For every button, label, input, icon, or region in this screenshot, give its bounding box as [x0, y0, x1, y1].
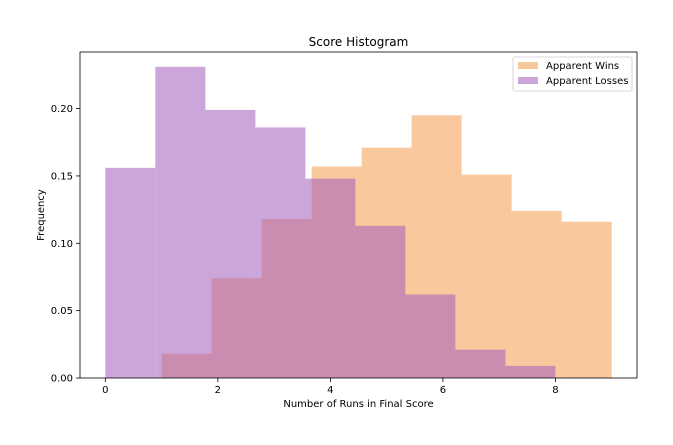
- wins-bar-6: [461, 174, 512, 378]
- x-tick-label: 6: [440, 385, 446, 396]
- plot-frame: [79, 51, 638, 379]
- legend-swatch: [518, 62, 538, 69]
- losses-bar-7: [455, 349, 506, 378]
- y-axis-label: Frequency: [36, 189, 47, 241]
- losses-bar-1: [155, 66, 206, 379]
- y-tick-label: 0.15: [51, 171, 73, 182]
- losses-bar-5: [355, 225, 406, 378]
- legend-box: [512, 56, 633, 92]
- losses-bar-8: [505, 365, 556, 378]
- x-axis: 0 2 4 6 8: [102, 378, 559, 396]
- x-tick-label: 8: [552, 385, 558, 396]
- y-tick-label: 0.20: [51, 104, 73, 115]
- chart-title: Score Histogram: [309, 35, 409, 49]
- x-tick-label: 2: [215, 385, 221, 396]
- y-axis: 0.00 0.05 0.10 0.15 0.20: [51, 104, 80, 385]
- wins-bar-7: [511, 210, 562, 378]
- legend-swatch: [518, 77, 538, 84]
- y-tick-label: 0.05: [51, 306, 73, 317]
- x-tick-label: 4: [327, 385, 333, 396]
- losses-bar-3: [255, 127, 306, 378]
- legend-label: Apparent Losses: [546, 76, 628, 87]
- y-tick-label: 0.00: [51, 374, 73, 385]
- losses-bar-0: [105, 167, 156, 378]
- bars-group: [105, 66, 612, 379]
- losses-bar-2: [205, 109, 256, 378]
- legend: Apparent Wins Apparent Losses: [512, 56, 633, 92]
- losses-bar-6: [405, 294, 456, 378]
- x-axis-label: Number of Runs in Final Score: [283, 399, 433, 410]
- losses-bar-4: [305, 178, 356, 378]
- legend-label: Apparent Wins: [546, 61, 619, 72]
- y-tick-label: 0.10: [51, 239, 73, 250]
- x-tick-label: 0: [102, 385, 108, 396]
- wins-bar-8: [561, 221, 612, 378]
